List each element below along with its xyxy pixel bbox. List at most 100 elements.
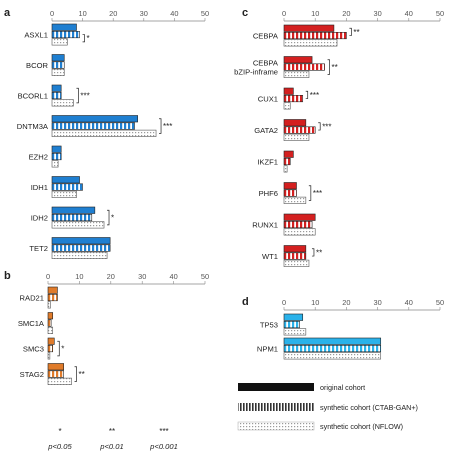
category-label: RAD21 xyxy=(20,294,44,303)
category-label: STAG2 xyxy=(20,370,44,379)
bar-ctabgan xyxy=(51,92,62,100)
category-label: CEBPA bZIP-inframe xyxy=(234,59,279,77)
bar-original xyxy=(283,213,316,221)
category-label: BCOR xyxy=(26,61,48,70)
bar-original xyxy=(283,337,382,345)
bar-original xyxy=(51,54,65,62)
x-tick-label: 20 xyxy=(107,272,115,281)
panel-letter: c xyxy=(242,7,248,19)
x-tick-label: 10 xyxy=(311,9,319,18)
bar-original xyxy=(51,237,111,245)
x-tick-label: 0 xyxy=(46,272,50,281)
significance-mark: *** xyxy=(313,189,322,198)
significance-key: * p<0.05 ** p<0.01 *** p<0.001 xyxy=(47,427,178,451)
bar-ctabgan xyxy=(51,153,62,161)
x-tick-label: 50 xyxy=(436,9,444,18)
significance-key-label: p<0.05 xyxy=(47,442,72,451)
bar-ctabgan xyxy=(51,122,135,130)
x-tick-label: 40 xyxy=(169,272,177,281)
significance-bracket xyxy=(82,34,85,43)
significance-mark: ** xyxy=(353,28,359,37)
significance-bracket xyxy=(305,90,309,99)
x-tick-label: 30 xyxy=(140,9,148,18)
bar-ctabgan xyxy=(47,370,64,378)
category-label: BCORL1 xyxy=(18,92,48,101)
bar-nflow xyxy=(51,160,59,168)
significance-mark: ** xyxy=(332,63,338,72)
significance-bracket xyxy=(308,185,312,201)
legend-label: synthetic cohort (CTAB-GAN+) xyxy=(320,403,418,412)
bar-ctabgan xyxy=(283,31,347,40)
x-tick-label: 30 xyxy=(373,298,381,307)
category-label: EZH2 xyxy=(29,153,48,162)
significance-key-label: p<0.001 xyxy=(149,442,178,451)
significance-mark: *** xyxy=(163,122,172,131)
significance-mark: *** xyxy=(310,91,319,100)
bar-original xyxy=(51,84,62,92)
x-tick-label: 10 xyxy=(75,272,83,281)
significance-mark: * xyxy=(61,345,64,354)
category-label: DNTM3A xyxy=(17,122,49,131)
significance-mark: *** xyxy=(80,92,89,101)
significance-key-label: p<0.01 xyxy=(99,442,123,451)
significance-mark: *** xyxy=(322,122,331,131)
x-tick-label: 10 xyxy=(311,298,319,307)
bar-original xyxy=(283,245,307,253)
bar-nflow xyxy=(51,68,65,76)
bar-nflow xyxy=(283,70,310,78)
category-label: CUX1 xyxy=(258,95,278,104)
bar-nflow xyxy=(283,328,307,336)
bar-original xyxy=(51,176,80,184)
significance-mark: * xyxy=(111,214,114,223)
x-tick-label: 40 xyxy=(405,298,413,307)
x-tick-label: 50 xyxy=(436,298,444,307)
bar-original xyxy=(283,87,294,95)
legend-swatch xyxy=(238,383,314,391)
bar-original xyxy=(283,313,304,321)
significance-bracket xyxy=(107,209,110,226)
bar-original xyxy=(47,337,55,345)
x-tick-label: 40 xyxy=(170,9,178,18)
category-label: RUNX1 xyxy=(252,221,278,230)
bar-ctabgan xyxy=(283,221,313,229)
bar-ctabgan xyxy=(283,252,307,260)
category-label: SMC3 xyxy=(23,345,44,354)
bar-nflow xyxy=(283,133,310,141)
significance-bracket xyxy=(349,27,352,36)
panel-b: b 0 10 20 30 40 50 RAD21 SMC1A SMC3 * STAG2 ** xyxy=(4,270,209,385)
bar-original xyxy=(51,23,77,31)
bar-original xyxy=(47,286,58,294)
category-label: TET2 xyxy=(29,244,48,253)
bar-ctabgan xyxy=(51,183,83,191)
bar-original xyxy=(283,119,307,127)
panel-letter: a xyxy=(4,7,11,19)
x-tick-label: 0 xyxy=(282,298,286,307)
panel-letter: d xyxy=(242,296,249,308)
x-tick-label: 50 xyxy=(201,9,209,18)
x-tick-label: 20 xyxy=(342,298,350,307)
category-label: IKZF1 xyxy=(257,158,278,167)
significance-bracket xyxy=(311,248,315,257)
category-label: WT1 xyxy=(262,252,278,261)
category-label: SMC1A xyxy=(18,319,45,328)
category-label: NPM1 xyxy=(257,345,278,354)
bar-nflow xyxy=(51,251,108,259)
bar-original xyxy=(51,145,62,153)
bar-original xyxy=(47,312,54,320)
bar-ctabgan xyxy=(283,189,297,197)
bar-nflow xyxy=(283,352,382,360)
significance-bracket xyxy=(76,87,79,104)
bar-ctabgan xyxy=(47,344,54,353)
bar-ctabgan xyxy=(283,158,291,166)
x-tick-label: 40 xyxy=(405,9,413,18)
significance-key-mark: *** xyxy=(159,427,168,436)
bar-ctabgan xyxy=(51,61,65,69)
bar-ctabgan xyxy=(283,320,300,329)
category-label: IDH2 xyxy=(31,214,48,223)
x-tick-label: 30 xyxy=(373,9,381,18)
bar-ctabgan xyxy=(283,63,325,71)
bar-nflow xyxy=(283,39,338,47)
significance-mark: * xyxy=(87,34,90,43)
bar-ctabgan xyxy=(51,244,111,252)
